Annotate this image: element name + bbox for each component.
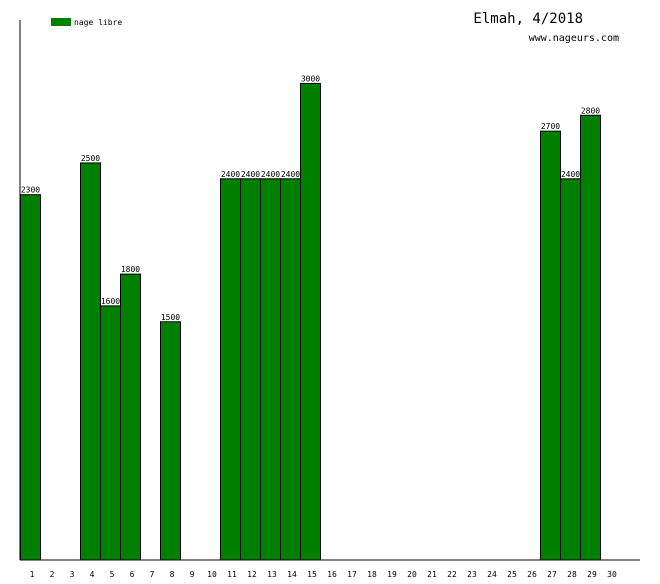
chart-subtitle: www.nageurs.com <box>529 33 619 44</box>
bar-value-label: 2400 <box>221 170 240 179</box>
bars <box>20 83 601 561</box>
x-tick-label: 20 <box>407 570 417 579</box>
bar-value-label: 2700 <box>541 122 560 131</box>
legend-swatch <box>51 18 71 26</box>
x-tick-label: 12 <box>247 570 257 579</box>
bar-value-label: 2800 <box>581 106 600 115</box>
bar-value-label: 1800 <box>121 265 140 274</box>
bar <box>80 162 101 561</box>
x-tick-label: 6 <box>130 570 135 579</box>
x-tick-label: 24 <box>487 570 497 579</box>
x-tick-label: 8 <box>170 570 175 579</box>
x-tick-label: 16 <box>327 570 337 579</box>
x-tick-label: 2 <box>50 570 55 579</box>
bar <box>220 178 241 561</box>
x-tick-label: 19 <box>387 570 397 579</box>
x-tick-label: 26 <box>527 570 537 579</box>
bar-value-label: 2300 <box>21 186 40 195</box>
bar <box>540 130 561 561</box>
x-tick-label: 5 <box>110 570 115 579</box>
x-tick-label: 21 <box>427 570 437 579</box>
bar-value-label: 1600 <box>101 297 120 306</box>
x-tick-label: 22 <box>447 570 457 579</box>
legend-label: nage libre <box>74 18 122 27</box>
x-tick-label: 7 <box>150 570 155 579</box>
bar-value-label: 2400 <box>241 170 260 179</box>
bar <box>300 83 321 561</box>
x-tick-label: 4 <box>90 570 95 579</box>
legend: nage libre <box>51 18 122 27</box>
x-tick-label: 18 <box>367 570 377 579</box>
x-tick-label: 25 <box>507 570 517 579</box>
x-tick-label: 1 <box>30 570 35 579</box>
bar-value-label: 2400 <box>561 170 580 179</box>
x-tick-labels: 1 2 3 4 5 6 7 8 9 10 11 12 13 14 15 16 17 18 19 20 21 22 23 24 2… <box>30 570 617 579</box>
bar-value-label: 1500 <box>161 313 180 322</box>
x-tick-label: 27 <box>547 570 557 579</box>
x-tick-label: 15 <box>307 570 317 579</box>
x-tick-label: 29 <box>587 570 597 579</box>
x-tick-label: 13 <box>267 570 277 579</box>
bar <box>160 321 181 561</box>
bar <box>280 178 301 561</box>
bar <box>560 178 581 561</box>
bar <box>120 273 141 561</box>
x-tick-label: 30 <box>607 570 617 579</box>
x-tick-label: 17 <box>347 570 357 579</box>
bar <box>240 178 261 561</box>
bar-value-label: 2400 <box>281 170 300 179</box>
bar <box>580 114 601 561</box>
x-tick-label: 9 <box>190 570 195 579</box>
x-tick-label: 23 <box>467 570 477 579</box>
x-tick-label: 10 <box>207 570 217 579</box>
bar <box>20 194 41 561</box>
x-tick-label: 3 <box>70 570 75 579</box>
bar-value-label: 2400 <box>261 170 280 179</box>
x-tick-label: 28 <box>567 570 577 579</box>
bar <box>100 305 121 561</box>
x-tick-label: 14 <box>287 570 297 579</box>
bar-value-label: 3000 <box>301 75 320 84</box>
bar <box>260 178 281 561</box>
x-tick-label: 11 <box>227 570 237 579</box>
chart-title: Elmah, 4/2018 <box>473 11 583 27</box>
bar-value-label: 2500 <box>81 154 100 163</box>
